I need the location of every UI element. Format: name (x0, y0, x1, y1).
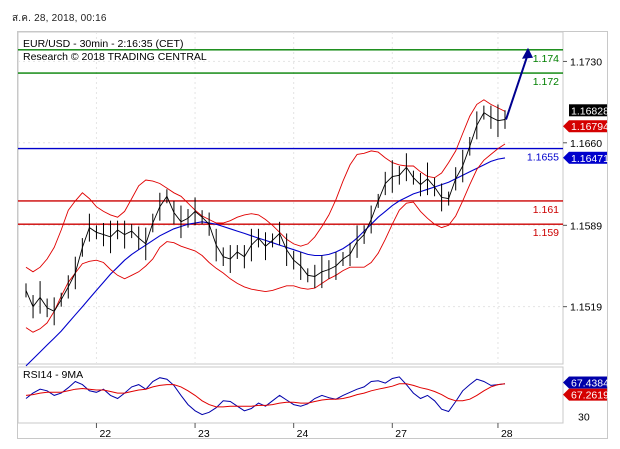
rsi-label-pointer (563, 376, 569, 389)
price-label-box (569, 151, 607, 164)
level-label: 1.172 (533, 76, 559, 88)
rsi-label-pointer (563, 388, 569, 401)
level-label: 1.159 (533, 227, 559, 239)
x-tick-label: 22 (99, 428, 111, 440)
price-label-box (569, 104, 607, 117)
bollinger-lower-line (25, 143, 506, 333)
rsi-label: 67.2619 (571, 390, 609, 402)
price-label: 1.16828 (571, 105, 609, 117)
level-label: 1.174 (533, 53, 559, 65)
rsi-title: RSI14 - 9MA (23, 369, 83, 381)
timestamp-label: ส.ค. 28, 2018, 00:16 (12, 13, 107, 24)
y-tick-label: 1.1730 (570, 56, 602, 68)
bollinger-upper-line (25, 99, 506, 273)
y-tick-label: 1.1660 (570, 138, 602, 150)
chart-title: EUR/USD - 30min - 2:16:35 (CET) (23, 38, 183, 50)
price-label-pointer (563, 120, 569, 133)
rsi-pane (18, 366, 564, 424)
rsi-label-box (569, 388, 607, 401)
price-series (25, 47, 533, 367)
x-tick-label: 23 (198, 428, 210, 440)
price-pane (18, 32, 564, 365)
x-tick-label: 27 (395, 428, 407, 440)
price-label: 1.16794 (571, 121, 609, 133)
x-tick-label: 24 (297, 428, 309, 440)
level-label: 1.161 (533, 204, 559, 216)
rsi-line (25, 376, 506, 416)
projection-arrowhead (522, 47, 533, 59)
price-label-pointer (563, 151, 569, 164)
y-tick-label: 1.1589 (570, 220, 602, 232)
projection-arrow (505, 53, 529, 120)
price-axis: 1.1730 1.1660 1.1589 1.1519 1.16828 1.16794 1.… (563, 56, 609, 314)
y-tick-label: 1.1519 (570, 302, 602, 314)
price-label-box (569, 120, 607, 133)
chart-window: 1.174 1.172 1.1655 1.161 1.159 1.1730 1.1660 1… (17, 31, 609, 440)
chart-subtitle: Research © 2018 TRADING CENTRAL (23, 51, 207, 63)
price-line (25, 111, 506, 312)
x-tick-label: 28 (501, 428, 513, 440)
price-label: 1.16471 (571, 153, 609, 165)
rsi-ma-line (25, 383, 506, 408)
level-label: 1.1655 (527, 152, 559, 164)
rsi-label-box (569, 376, 607, 389)
levels: 1.174 1.172 1.1655 1.161 1.159 (18, 49, 563, 239)
x-axis: 22 23 24 27 28 (95, 423, 513, 440)
rsi-y-tick-label: 30 (578, 411, 590, 423)
rsi-label: 67.4384 (571, 378, 609, 390)
